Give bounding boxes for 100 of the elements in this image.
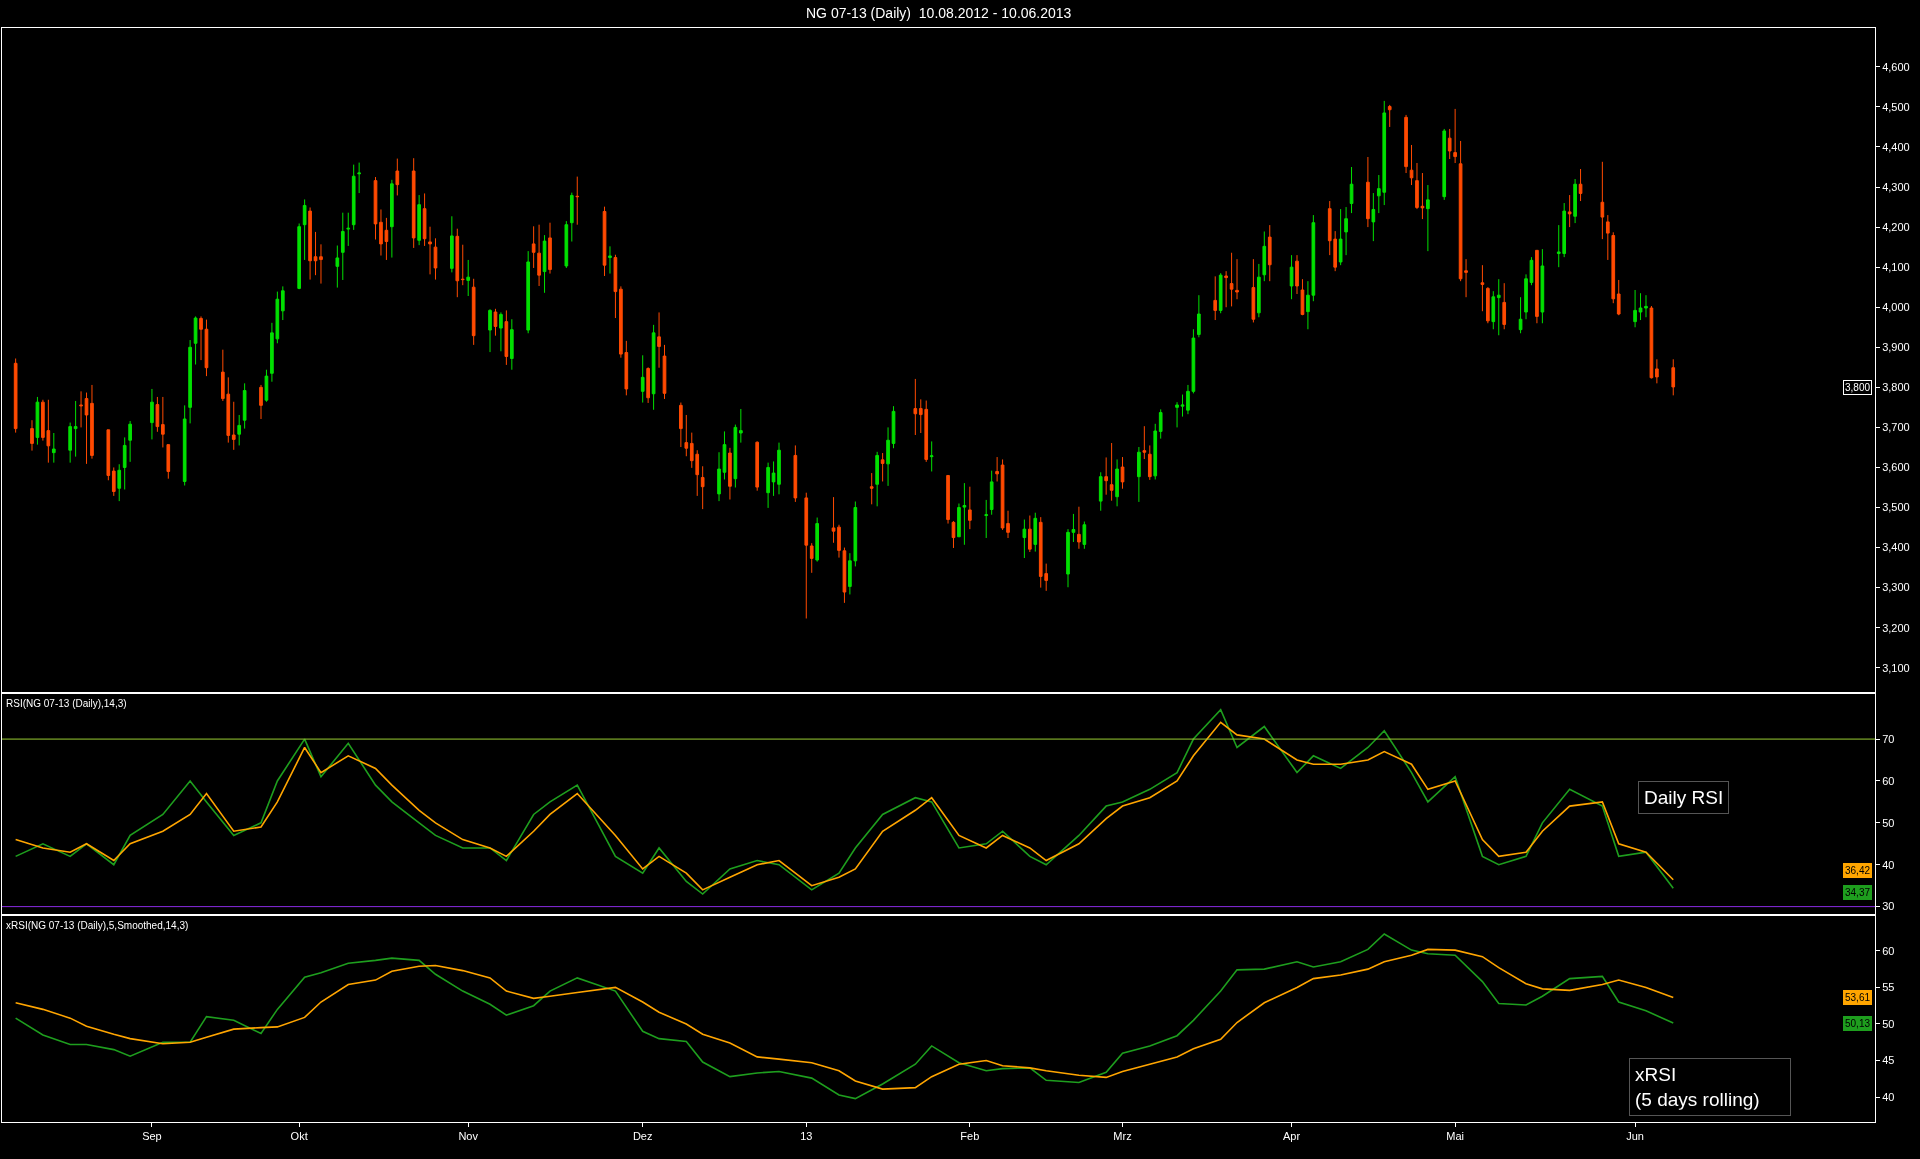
candlestick xyxy=(1104,456,1109,496)
candlestick xyxy=(564,220,569,269)
candlestick xyxy=(488,308,492,353)
candlestick xyxy=(1600,161,1605,240)
candlestick xyxy=(1426,184,1430,252)
y-tick-label: 50 xyxy=(1882,1017,1895,1030)
candlestick xyxy=(1077,506,1081,550)
candlestick xyxy=(646,366,650,404)
candlestick xyxy=(106,429,111,481)
candlestick xyxy=(68,422,72,464)
candlestick xyxy=(1251,258,1256,323)
candlestick xyxy=(1120,456,1125,490)
candlestick xyxy=(259,384,263,420)
candlestick xyxy=(575,176,580,226)
x-tick-label: Feb xyxy=(960,1130,980,1143)
candlestick xyxy=(13,358,18,434)
y-tick-label: 3,400 xyxy=(1882,541,1910,554)
candlestick xyxy=(450,215,454,273)
y-tick-label: 4,000 xyxy=(1882,301,1910,314)
candlestick xyxy=(1115,458,1119,507)
y-tick-label: 3,900 xyxy=(1882,341,1910,354)
candlestick xyxy=(613,254,618,319)
candlestick xyxy=(351,164,356,231)
candlestick xyxy=(1137,446,1141,503)
candlestick xyxy=(242,382,247,430)
y-tick-label: 70 xyxy=(1882,732,1895,745)
candlestick xyxy=(73,400,78,458)
y-tick-label: 3,100 xyxy=(1882,661,1910,674)
candlestick xyxy=(1573,178,1577,224)
candlestick xyxy=(264,369,269,403)
y-tick-label: 60 xyxy=(1882,944,1895,957)
candlestick xyxy=(880,452,885,482)
x-tick-label: Okt xyxy=(290,1130,308,1143)
candlestick xyxy=(891,405,896,449)
candlestick xyxy=(1502,282,1507,330)
candlestick xyxy=(422,192,427,247)
candlestick xyxy=(1611,231,1616,304)
candlestick xyxy=(1453,108,1457,164)
candlestick xyxy=(684,414,689,457)
candlestick xyxy=(1338,208,1343,266)
candlestick xyxy=(308,206,312,281)
candlestick xyxy=(1578,168,1583,202)
candlestick xyxy=(1235,258,1239,300)
candlestick xyxy=(1300,278,1305,316)
annotation: 36,42 xyxy=(1845,865,1871,876)
candlestick xyxy=(1540,248,1545,324)
text: RSI(NG 07-13 (Daily),14,3) xyxy=(6,698,127,709)
x-tick-label: Apr xyxy=(1283,1130,1301,1143)
candlestick xyxy=(1671,358,1676,396)
candlestick xyxy=(280,285,285,321)
candlestick xyxy=(1491,290,1496,330)
candlestick xyxy=(1033,512,1038,553)
candlestick xyxy=(1649,305,1654,380)
candlestick xyxy=(111,466,116,497)
candlestick xyxy=(1082,521,1087,550)
candlestick xyxy=(1605,214,1610,261)
candlestick xyxy=(869,472,874,505)
candlestick xyxy=(346,212,351,247)
candlestick xyxy=(390,179,394,259)
candlestick xyxy=(739,408,743,444)
candlestick xyxy=(1366,156,1370,228)
candlestick xyxy=(428,226,432,275)
candlestick xyxy=(509,318,514,371)
candlestick xyxy=(395,158,400,196)
candlestick xyxy=(340,212,345,281)
y-tick-label: 4,600 xyxy=(1882,60,1910,73)
candlestick xyxy=(1147,444,1152,481)
candlestick xyxy=(117,463,122,502)
y-tick-label: 40 xyxy=(1882,858,1895,871)
candlestick xyxy=(335,245,340,289)
y-tick-label: 55 xyxy=(1882,981,1895,994)
candlestick xyxy=(722,430,727,480)
candlestick xyxy=(1022,519,1027,559)
x-tick-label: 13 xyxy=(800,1130,813,1143)
candlestick xyxy=(1142,425,1147,460)
candlestick xyxy=(1486,286,1490,324)
candlestick xyxy=(499,311,503,352)
candlestick xyxy=(122,436,127,490)
candlestick xyxy=(766,462,770,509)
y-tick-label: 3,200 xyxy=(1882,621,1910,634)
candlestick xyxy=(166,444,171,480)
annotation: 50,13 xyxy=(1845,1018,1871,1029)
candlestick xyxy=(793,444,798,503)
candlestick xyxy=(1175,401,1179,428)
candlestick xyxy=(651,324,656,411)
candlestick xyxy=(79,390,83,428)
candlestick xyxy=(466,259,471,297)
candlestick xyxy=(237,414,242,446)
x-tick-label: Jun xyxy=(1626,1130,1644,1143)
candlestick xyxy=(1371,192,1376,242)
y-tick-label: 40 xyxy=(1882,1090,1895,1103)
candlestick xyxy=(231,401,236,451)
candlestick xyxy=(1153,423,1158,480)
candlestick xyxy=(182,404,187,486)
candlestick xyxy=(679,402,683,448)
candlestick xyxy=(995,456,999,482)
candlestick xyxy=(51,432,56,464)
candlestick xyxy=(1349,166,1354,214)
candlestick xyxy=(1218,272,1223,314)
candlestick xyxy=(733,424,738,488)
